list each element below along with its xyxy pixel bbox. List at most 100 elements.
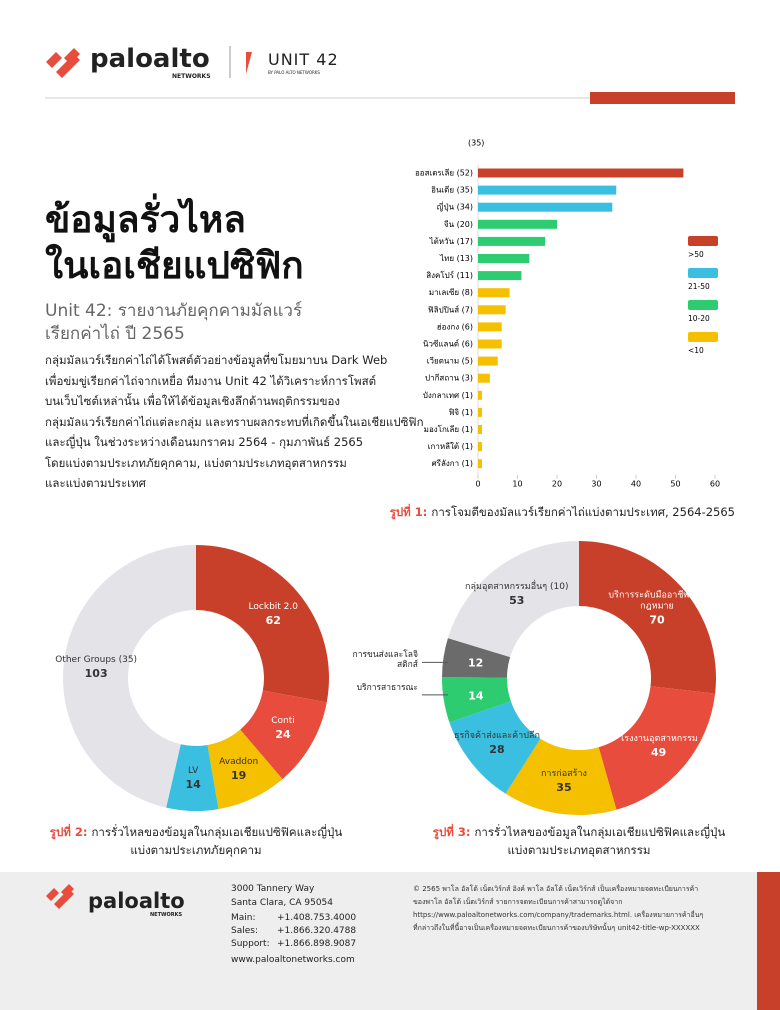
data-label: Lockbit 2.0 62 [221, 602, 325, 626]
y-tick-label: ออสเตรเลีย (52) [415, 169, 473, 178]
caption: รูปที่ 2: การรั่วไหลของข้อมูลในกลุ่มเอเชี… [50, 823, 342, 859]
y-tick-label: มาเลเซีย (8) [429, 288, 473, 297]
caption-text: แบ่งตามประเภทอุตสาหกรรม [507, 843, 651, 857]
data-label-name: ธุรกิจค้าส่งและค้าปลีก [453, 730, 540, 741]
y-tick-label: ฟิลิปปินส์ (7) [428, 304, 473, 314]
brand: paloalto [90, 44, 210, 74]
data-label-value: 62 [265, 613, 281, 627]
bar [478, 168, 684, 178]
footer-accent [757, 872, 780, 1010]
donut-segment [449, 701, 541, 794]
data-label-value: 12 [468, 656, 484, 670]
data-label-name: กลุ่มอุตสาหกรรมอื่นๆ (10) [465, 582, 569, 593]
caption-label: รูปที่ 1: [389, 505, 428, 519]
y-tick-label: ปากีสถาน (3) [425, 374, 473, 383]
caption-line: แบ่งตามประเภทภัยคุกคาม [50, 841, 342, 859]
title-line: ในเอเชียแปซิฟิก [45, 244, 304, 287]
data-label-value: 14 [185, 778, 201, 792]
donut-segment [598, 686, 716, 810]
y-tick-label: เกาหลีใต้ (1) [428, 442, 473, 451]
donut-segment [240, 690, 327, 780]
data-label: 14 [424, 688, 528, 701]
footer-brand-sub: NETWORKS [150, 912, 183, 918]
y-tick-label: ฟิจิ (1) [448, 408, 473, 417]
address-line: 3000 Tannery Way [231, 884, 315, 894]
bar [478, 322, 502, 332]
y-tick-label: ไต้หวัน (17) [429, 237, 473, 246]
data-label-value: 70 [649, 613, 665, 627]
bar [478, 442, 482, 452]
legend-label: >50 [688, 250, 704, 259]
unit42: UNIT 42 [268, 50, 339, 69]
data-label-name: บริการระดับมืออาชีพและกฎหมาย [608, 590, 706, 612]
data-label: การก่อสร้าง 35 [512, 769, 616, 793]
contact-label: Sales: [231, 926, 258, 936]
legend-swatch [688, 268, 718, 278]
bar [478, 271, 522, 281]
copyright-line: ที่กล่าวถึงในที่นี้อาจเป็นเครื่องหมายจดท… [413, 924, 700, 932]
caption-text: แบ่งตามประเภทภัยคุกคาม [130, 843, 262, 857]
y-tick-label: มองโกเลีย (1) [424, 424, 473, 434]
x-tick-label: 30 [591, 480, 601, 489]
legend-swatch [688, 300, 718, 310]
data-label: 12 [424, 656, 528, 669]
donut-segment [196, 545, 330, 703]
copyright-line: © 2565 พาโล อัลโต้ เน็ตเวิร์กส์ อิงค์ พา… [413, 885, 699, 893]
data-label-value: 35 [556, 781, 572, 795]
legend-swatch [688, 332, 718, 342]
contact-value: +1.866.898.9087 [277, 939, 357, 949]
bar [478, 407, 482, 417]
unit42-icon [246, 52, 252, 74]
data-label-value: 103 [84, 666, 108, 680]
copyright-line: ของพาโล อัลโต้ เน็ตเวิร์กส์ รายการจดทะเบ… [413, 898, 623, 906]
body-line: กลุ่มมัลแวร์เรียกค่าไถ่ได้โพสต์ตัวอย่างข… [45, 353, 388, 367]
data-label: Avaddon 19 [187, 757, 291, 781]
body-line: โดยแบ่งตามประเภทภัยคุกคาม, แบ่งตามประเภท… [45, 455, 347, 470]
data-label-name: Lockbit 2.0 [248, 601, 298, 612]
y-tick-label: บังกลาเทศ (1) [423, 391, 473, 400]
caption: รูปที่ 3: การรั่วไหลของข้อมูลในกลุ่มเอเชี… [433, 823, 725, 859]
bar [478, 390, 482, 400]
donut-segment [62, 545, 197, 808]
data-label-value: 53 [509, 594, 525, 608]
body-line: และแบ่งตามประเทศ [45, 476, 146, 490]
legend-swatch [688, 236, 718, 246]
caption-label: รูปที่ 2: [49, 825, 88, 839]
y-tick-label: ฮ่องกง (6) [437, 322, 473, 331]
caption: รูปที่ 1: การโจมตีของมัลแวร์เรียกค่าไถ่แบ… [390, 503, 735, 521]
bar [478, 202, 613, 212]
caption-line: รูปที่ 2: การรั่วไหลของข้อมูลในกลุ่มเอเชี… [50, 823, 342, 841]
legend-label: 10-20 [688, 314, 710, 323]
data-label-name: การก่อสร้าง [540, 769, 587, 780]
contact-label: Support: [231, 939, 270, 949]
data-label-value: 49 [650, 745, 667, 759]
address-line: Santa Clara, CA 95054 [231, 898, 334, 908]
bar [478, 185, 617, 195]
donut-segment [447, 541, 579, 658]
brand-sub: NETWORKS [172, 73, 211, 80]
body-line: กลุ่มมัลแวร์เรียกค่าไถ่แต่ละกลุ่ม และทรา… [45, 414, 424, 429]
bar [478, 373, 490, 383]
donut-segment [207, 729, 283, 810]
footer-logo-icon [46, 884, 74, 909]
caption-label: รูปที่ 3: [432, 825, 471, 839]
donut-segment [166, 744, 219, 811]
data-label: โรงงานอุตสาหกรรม 49 [607, 734, 711, 758]
footer-brand: paloalto [88, 889, 185, 913]
bar [478, 305, 506, 315]
x-tick-label: 60 [710, 480, 720, 489]
x-tick-label: 10 [512, 480, 522, 489]
data-label-name: Other Groups (35) [55, 654, 138, 665]
bar [478, 459, 482, 469]
donut-segment [505, 738, 617, 816]
bar [478, 219, 557, 229]
body-line: บนเว็บไซต์เหล่านั้น เพื่อให้ได้ข้อมูลเชิ… [45, 394, 341, 408]
y-tick-label: ญี่ปุ่น (34) [437, 201, 473, 212]
data-label-value: 24 [275, 728, 291, 742]
contact-label: Main: [231, 913, 256, 923]
data-label: กลุ่มอุตสาหกรรมอื่นๆ (10) 53 [465, 582, 569, 606]
caption-line: แบ่งตามประเภทอุตสาหกรรม [433, 841, 725, 859]
subtitle-line: เรียกค่าไถ่ ปี 2565 [45, 324, 185, 344]
y-tick-label: อินเดีย (35) [431, 186, 473, 195]
